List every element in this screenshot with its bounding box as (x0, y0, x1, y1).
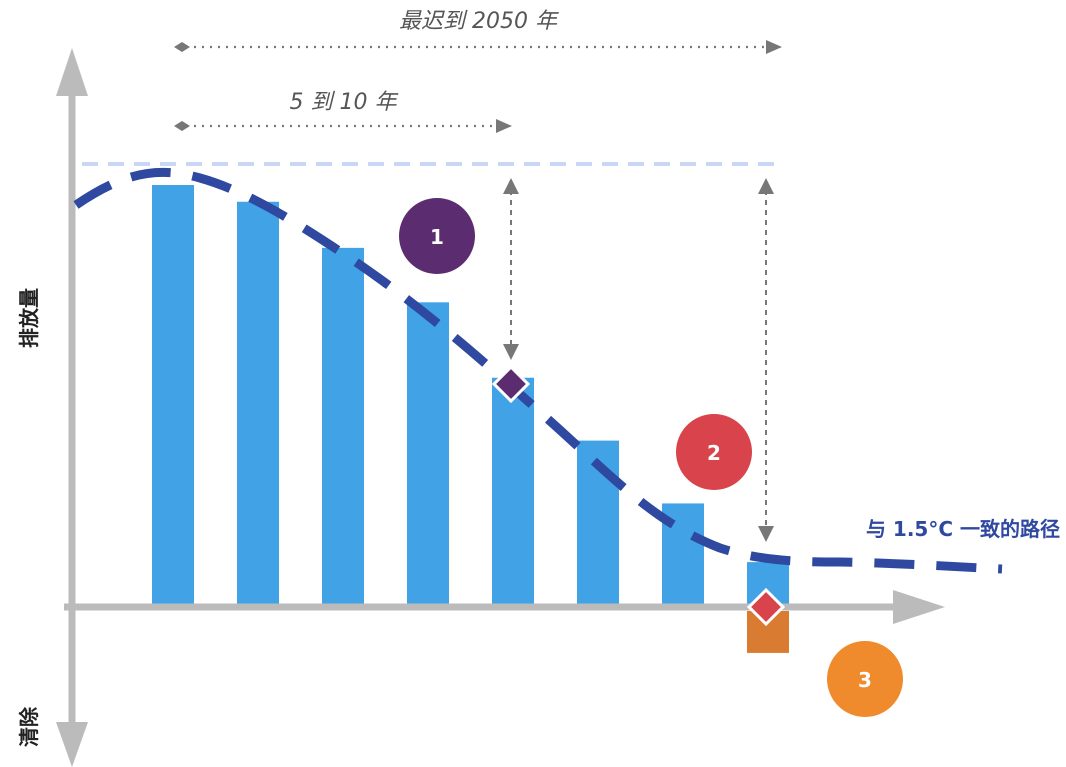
y-axis-top-arrowhead (56, 48, 88, 96)
pathway-marker-1 (491, 364, 531, 404)
emission-bar-4 (407, 302, 449, 604)
badge-2-text: 2 (707, 441, 721, 465)
badge-2: 2 (676, 414, 752, 490)
pathway-curve (73, 168, 1003, 574)
y-axis-bottom-arrowhead (56, 722, 88, 767)
pathway-marker-2 (746, 587, 786, 627)
emission-bar-5 (492, 377, 534, 604)
badge-1: 1 (399, 198, 475, 274)
emission-bar-2 (237, 201, 279, 604)
span-arrow-2050 (174, 40, 782, 54)
emission-bars (152, 185, 789, 653)
badge-1-text: 1 (430, 225, 444, 249)
badge-3: 3 (827, 641, 903, 717)
y-axis-label-removals: 清除 (17, 706, 41, 747)
pathway-label: 与 1.5°C 一致的路径 (866, 517, 1060, 541)
y-axis-label-emissions: 排放量 (17, 288, 41, 348)
reduction-arrow-2 (758, 178, 774, 542)
x-axis-arrowhead (893, 590, 945, 624)
badge-3-text: 3 (858, 668, 872, 692)
span-label-5-10: 5 到 10 年 (290, 90, 399, 115)
span-label-2050: 最迟到 2050 年 (399, 9, 559, 34)
span-arrow-5-10 (174, 119, 512, 133)
emission-bar-1 (152, 185, 194, 604)
emission-bar-3 (322, 247, 364, 604)
reduction-arrow-1 (503, 178, 519, 360)
